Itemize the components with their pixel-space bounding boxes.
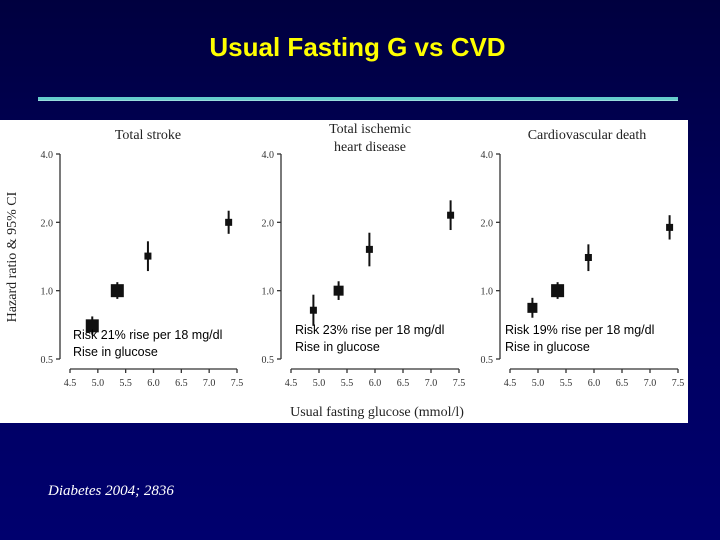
y-tick-label: 1.0 [41,287,54,298]
y-tick-label: 1.0 [481,287,494,298]
data-point [527,302,538,313]
x-tick-label: 5.5 [119,378,132,389]
data-point [110,284,124,298]
y-tick-label: 0.5 [262,355,275,366]
y-tick-label: 4.0 [481,150,494,161]
y-tick-label: 0.5 [481,355,494,366]
x-tick-label: 6.5 [175,378,188,389]
y-axis-label: Hazard ratio & 95% CI [5,191,20,322]
data-point [666,223,674,231]
data-point [584,253,592,261]
y-tick-label: 2.0 [262,218,275,229]
annotation-line-2: Rise in glucose [505,340,590,354]
x-tick-label: 5.5 [341,378,354,389]
data-point [333,285,344,296]
chart-title: heart disease [334,140,406,155]
x-tick-label: 6.5 [397,378,410,389]
annotation-line-1: Risk 21% rise per 18 mg/dl [73,328,223,342]
y-tick-label: 4.0 [262,150,275,161]
x-tick-label: 5.0 [313,378,326,389]
chart-title: Cardiovascular death [528,128,647,143]
annotation-total-stroke: Risk 21% rise per 18 mg/dl Rise in gluco… [73,327,222,361]
x-tick-label: 7.5 [453,378,466,389]
annotation-line-2: Rise in glucose [73,345,158,359]
x-tick-label: 6.0 [147,378,160,389]
data-point [447,211,455,219]
slide-title: Usual Fasting G vs CVD [209,32,506,62]
chart-title: Total stroke [115,128,181,143]
forest-plots-svg: Total stroke 0.5 1.0 2.0 4.0 4.5 5.0 5.5 6.0 6.5 7… [5,122,685,420]
x-tick-label: 7.0 [203,378,216,389]
data-point [144,252,152,260]
y-tick-label: 4.0 [41,150,54,161]
y-tick-label: 0.5 [41,355,54,366]
x-tick-label: 7.5 [231,378,244,389]
annotation-cardiovascular-death: Risk 19% rise per 18 mg/dl Rise in gluco… [505,322,654,356]
data-point [309,306,317,314]
x-axis-label: Usual fasting glucose (mmol/l) [290,405,464,420]
x-tick-label: 7.0 [644,378,657,389]
annotation-line-1: Risk 19% rise per 18 mg/dl [505,323,655,337]
data-point [551,284,565,298]
x-tick-label: 4.5 [504,378,517,389]
annotation-line-1: Risk 23% rise per 18 mg/dl [295,323,445,337]
x-tick-label: 5.0 [532,378,545,389]
y-tick-label: 2.0 [41,218,54,229]
annotation-ischemic-heart-disease: Risk 23% rise per 18 mg/dl Rise in gluco… [295,322,444,356]
x-tick-label: 5.0 [92,378,105,389]
x-tick-label: 6.0 [369,378,382,389]
x-tick-label: 4.5 [285,378,298,389]
x-tick-label: 6.0 [588,378,601,389]
chart-title: Total ischemic [329,122,411,137]
data-point [225,218,233,226]
citation: Diabetes 2004; 2836 [48,483,174,499]
title-divider [38,97,678,101]
x-tick-label: 5.5 [560,378,573,389]
y-tick-label: 2.0 [481,218,494,229]
x-tick-label: 4.5 [64,378,77,389]
chart-panel: Total stroke 0.5 1.0 2.0 4.0 4.5 5.0 5.5 6.0 6.5 7… [0,120,688,423]
x-tick-label: 7.0 [425,378,438,389]
data-point [85,319,99,333]
x-tick-label: 7.5 [672,378,685,389]
annotation-line-2: Rise in glucose [295,340,380,354]
data-point [365,245,373,253]
y-tick-label: 1.0 [262,287,275,298]
x-tick-label: 6.5 [616,378,629,389]
